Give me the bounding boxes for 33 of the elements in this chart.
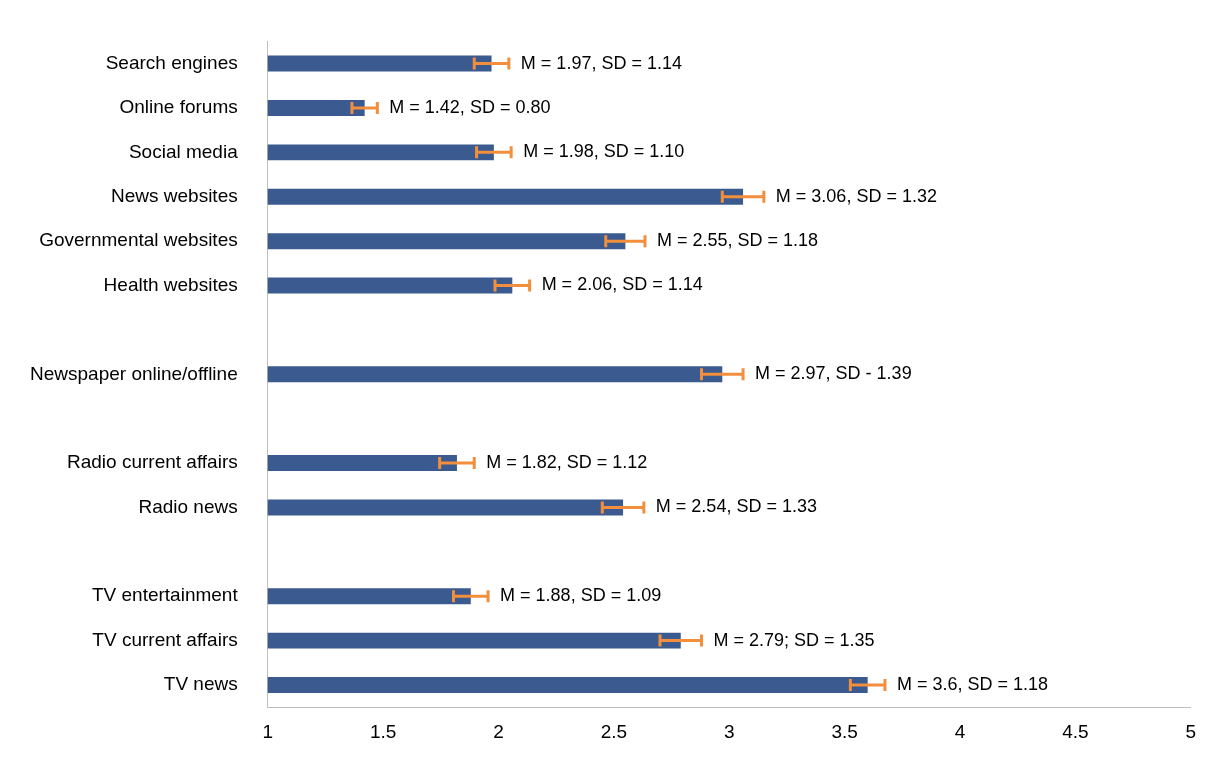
y-tick-label: TV entertainment (91, 584, 239, 606)
y-tick-label: Online forums (119, 96, 238, 118)
data-label: M = 1.88, SD = 1.09 (500, 585, 662, 606)
data-label: M = 1.42, SD = 0.80 (389, 96, 551, 117)
data-label: M = 2.79; SD = 1.35 (713, 629, 875, 650)
y-tick-label: Radio current affairs (66, 451, 238, 473)
x-tick-label: 2.5 (600, 720, 628, 742)
x-tick-label: 4.5 (1062, 720, 1089, 742)
x-tick-label: 1 (262, 720, 274, 742)
x-tick-label: 5 (1185, 720, 1197, 742)
y-tick-label: Health websites (103, 273, 238, 295)
data-label: M = 1.98, SD = 1.10 (523, 141, 685, 162)
x-tick-label: 4 (954, 720, 966, 742)
y-tick-label: Search engines (105, 51, 238, 73)
data-label: M = 2.54, SD = 1.33 (655, 496, 817, 517)
y-tick-label: TV news (163, 673, 238, 695)
data-label: M = 3.6, SD = 1.18 (896, 673, 1049, 694)
data-label: M = 2.97, SD - 1.39 (755, 363, 912, 384)
y-tick-label: Newspaper online/offline (29, 362, 238, 384)
data-label: M = 2.06, SD = 1.14 (541, 274, 703, 295)
y-tick-label: News websites (111, 184, 238, 206)
data-label: M = 3.06, SD = 1.32 (775, 185, 937, 206)
data-label: M = 1.82, SD = 1.12 (486, 452, 648, 473)
x-tick-label: 3 (723, 720, 735, 742)
x-tick-label: 1.5 (369, 720, 397, 742)
data-label: M = 1.97, SD = 1.14 (520, 52, 682, 73)
x-tick-label: 3.5 (831, 720, 858, 742)
x-tick-label: 2 (493, 720, 504, 742)
data-label: M = 2.55, SD = 1.18 (657, 230, 819, 251)
y-tick-label: TV current affairs (92, 628, 238, 650)
y-tick-label: Social media (128, 140, 239, 162)
y-tick-label: Radio news (138, 495, 238, 517)
y-tick-label: Governmental websites (39, 229, 238, 251)
